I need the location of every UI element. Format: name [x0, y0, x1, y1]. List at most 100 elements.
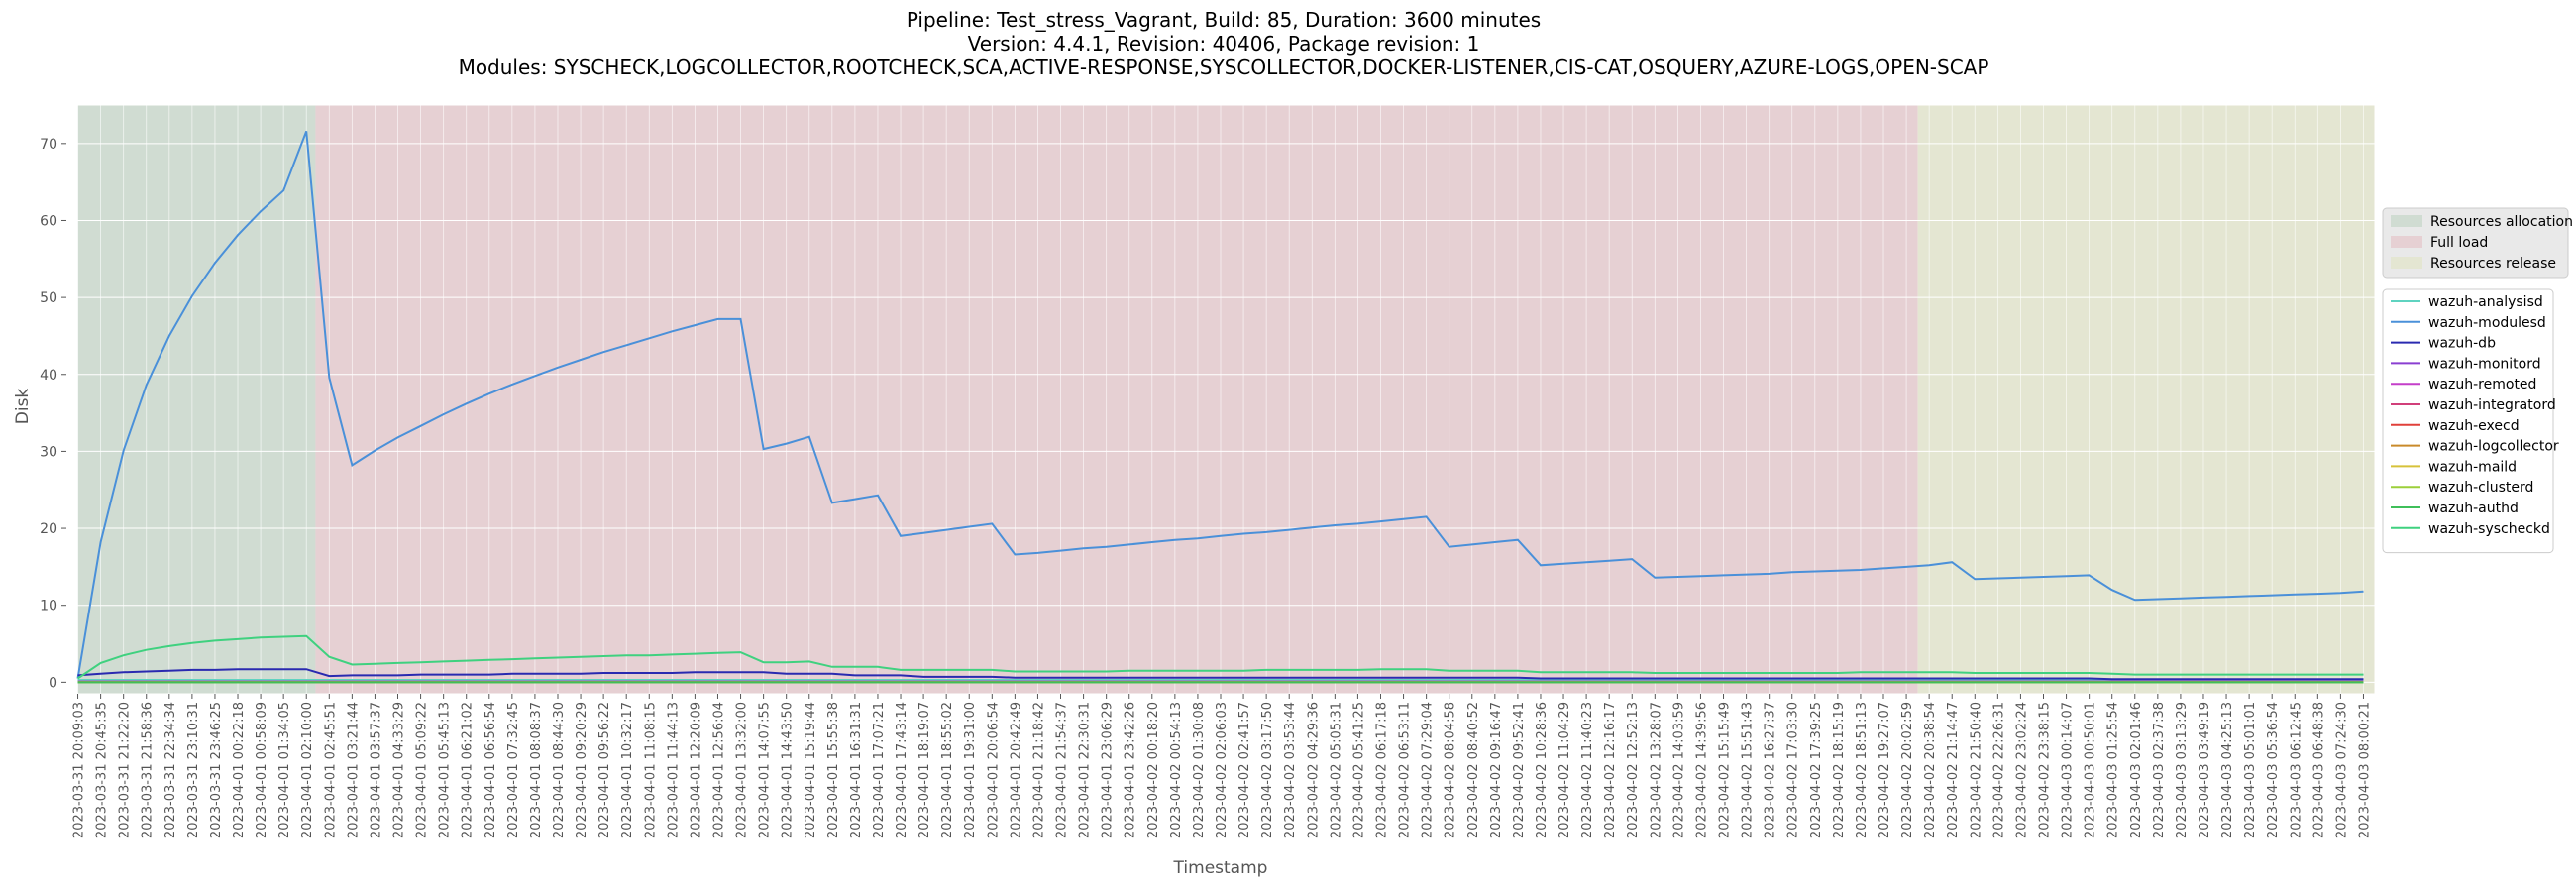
- y-tick-label: 30: [40, 444, 57, 460]
- x-tick-label: 2023-04-01 06:56:54: [483, 702, 498, 838]
- x-tick-label: 2023-03-31 23:10:31: [186, 702, 201, 838]
- series-legend-label: wazuh-execd: [2428, 418, 2520, 434]
- x-tick-label: 2023-04-02 21:14:47: [1946, 702, 1961, 838]
- x-tick-label: 2023-04-01 16:31:31: [849, 702, 864, 838]
- x-tick-label: 2023-04-02 23:02:24: [2014, 702, 2029, 838]
- x-tick-label: 2023-04-02 00:54:13: [1169, 702, 1184, 838]
- x-tick-label: 2023-04-02 14:39:56: [1695, 702, 1710, 838]
- x-tick-label: 2023-04-02 15:15:49: [1718, 702, 1733, 838]
- x-tick-labels: 2023-03-31 20:09:03 2023-03-31 20:45:35 20…: [72, 694, 2373, 838]
- x-tick-label: 2023-04-01 17:43:14: [895, 702, 910, 838]
- x-tick-label: 2023-04-02 18:15:19: [1832, 702, 1847, 838]
- series-legend-label: wazuh-monitord: [2428, 356, 2541, 372]
- x-tick-label: 2023-04-01 15:19:44: [804, 702, 818, 838]
- x-tick-label: 2023-04-01 05:09:22: [415, 702, 430, 838]
- series-line-wazuh-db: [77, 668, 2364, 681]
- chart-title: Pipeline: Test_stress_Vagrant, Build: 85…: [0, 8, 2447, 79]
- phase-legend-swatch: [2391, 257, 2422, 269]
- x-tick-label: 2023-04-01 09:56:22: [597, 702, 612, 838]
- x-tick-label: 2023-04-02 15:51:43: [1741, 702, 1756, 838]
- x-tick-label: 2023-04-02 02:41:57: [1237, 702, 1252, 838]
- series-legend-label: wazuh-maild: [2428, 459, 2517, 475]
- phase-legend: Resources allocation Full load Resources r…: [2382, 207, 2573, 279]
- x-tick-label: 2023-04-02 05:41:25: [1351, 702, 1366, 838]
- phase-legend-box: [2382, 207, 2569, 279]
- series-legend-label: wazuh-syscheckd: [2428, 521, 2550, 537]
- phase-band: [315, 105, 1918, 694]
- x-tick-label: 2023-04-02 12:16:17: [1603, 702, 1618, 838]
- x-tick-label: 2023-04-01 10:32:17: [620, 702, 635, 838]
- x-tick-label: 2023-04-01 14:43:50: [781, 702, 796, 838]
- grid-lines: [66, 105, 2375, 694]
- x-tick-label: 2023-04-01 11:08:15: [643, 702, 658, 838]
- series-legend-box: [2382, 288, 2554, 554]
- x-tick-label: 2023-04-01 01:34:05: [277, 702, 292, 838]
- series-legend-label: wazuh-analysisd: [2428, 294, 2543, 310]
- x-tick-label: 2023-04-03 02:37:38: [2152, 702, 2167, 838]
- x-tick-label: 2023-04-03 06:12:45: [2289, 702, 2304, 838]
- phase-bands: [77, 105, 2375, 694]
- x-tick-label: 2023-04-01 12:20:09: [689, 702, 703, 838]
- title-line-3: Modules: SYSCHECK,LOGCOLLECTOR,ROOTCHECK…: [458, 56, 1989, 79]
- x-tick-label: 2023-04-02 05:05:31: [1329, 702, 1343, 838]
- x-tick-label: 2023-04-01 21:18:42: [1031, 702, 1046, 838]
- x-tick-label: 2023-04-01 11:44:13: [666, 702, 681, 838]
- y-axis-label: Disk: [13, 389, 33, 425]
- series-legend-label: wazuh-remoted: [2428, 377, 2536, 392]
- x-tick-label: 2023-04-01 02:10:00: [300, 702, 315, 838]
- x-tick-label: 2023-04-02 18:51:13: [1855, 702, 1870, 838]
- x-tick-label: 2023-04-01 23:42:26: [1124, 702, 1138, 838]
- y-tick-label: 40: [40, 368, 57, 384]
- x-tick-label: 2023-04-01 14:07:55: [758, 702, 773, 838]
- x-tick-label: 2023-04-01 22:30:31: [1078, 702, 1093, 838]
- x-tick-label: 2023-04-03 08:00:21: [2358, 702, 2373, 838]
- y-tick-label: 0: [49, 675, 57, 691]
- x-tick-label: 2023-04-03 04:25:13: [2220, 702, 2235, 838]
- x-tick-label: 2023-04-02 14:03:59: [1671, 702, 1686, 838]
- x-tick-label: 2023-04-01 08:44:30: [552, 702, 567, 838]
- x-tick-label: 2023-04-02 11:04:29: [1557, 702, 1572, 838]
- x-tick-label: 2023-04-02 12:52:13: [1626, 702, 1641, 838]
- x-tick-label: 2023-04-02 17:39:25: [1809, 702, 1824, 838]
- x-tick-label: 2023-04-01 18:55:02: [940, 702, 955, 838]
- series-legend-label: wazuh-authd: [2428, 501, 2519, 516]
- x-tick-label: 2023-04-01 08:08:37: [529, 702, 544, 838]
- x-tick-label: 2023-03-31 20:09:03: [72, 702, 87, 838]
- series-legend-label: wazuh-clusterd: [2428, 480, 2533, 496]
- x-tick-label: 2023-04-03 00:50:01: [2084, 702, 2098, 838]
- x-tick-label: 2023-04-01 09:20:29: [575, 702, 590, 838]
- x-tick-label: 2023-04-01 15:55:38: [826, 702, 841, 838]
- series-lines: [76, 131, 2364, 684]
- series-line-wazuh-syscheckd: [76, 634, 2364, 680]
- x-tick-label: 2023-04-02 10:28:36: [1535, 702, 1550, 838]
- x-tick-label: 2023-04-02 17:03:30: [1786, 702, 1801, 838]
- phase-legend-swatch: [2391, 215, 2422, 227]
- x-tick-label: 2023-04-02 11:40:23: [1580, 702, 1595, 838]
- phase-band: [1917, 105, 2375, 694]
- x-tick-label: 2023-04-03 00:14:07: [2061, 702, 2076, 838]
- x-tick-label: 2023-04-02 00:18:20: [1146, 702, 1161, 838]
- x-tick-label: 2023-03-31 21:58:36: [141, 702, 156, 838]
- title-line-2: Version: 4.4.1, Revision: 40406, Package…: [967, 32, 1480, 56]
- x-tick-label: 2023-04-01 05:45:13: [438, 702, 453, 838]
- series-line-wazuh-modulesd: [76, 131, 2364, 679]
- x-tick-label: 2023-04-01 23:06:29: [1101, 702, 1116, 838]
- y-tick-label: 10: [40, 599, 57, 614]
- x-tick-label: 2023-04-01 13:32:00: [735, 702, 750, 838]
- y-tick-label: 70: [40, 137, 57, 153]
- x-tick-label: 2023-04-02 23:38:15: [2038, 702, 2053, 838]
- y-tick-label: 60: [40, 213, 57, 229]
- x-tick-label: 2023-04-02 07:29:04: [1421, 702, 1436, 838]
- phase-legend-label: Full load: [2430, 235, 2488, 251]
- series-legend-label: wazuh-db: [2428, 336, 2496, 352]
- x-tick-label: 2023-04-01 20:06:54: [986, 702, 1001, 838]
- x-tick-label: 2023-04-02 01:30:08: [1192, 702, 1207, 838]
- x-tick-label: 2023-04-02 09:52:41: [1512, 702, 1527, 838]
- x-tick-label: 2023-04-01 20:42:49: [1009, 702, 1023, 838]
- x-tick-label: 2023-04-01 04:33:29: [392, 702, 407, 838]
- x-tick-label: 2023-03-31 23:46:25: [209, 702, 224, 838]
- x-axis-label: Timestamp: [1173, 858, 1268, 878]
- x-tick-label: 2023-04-02 19:27:07: [1878, 702, 1892, 838]
- x-tick-label: 2023-04-02 20:38:54: [1923, 702, 1938, 838]
